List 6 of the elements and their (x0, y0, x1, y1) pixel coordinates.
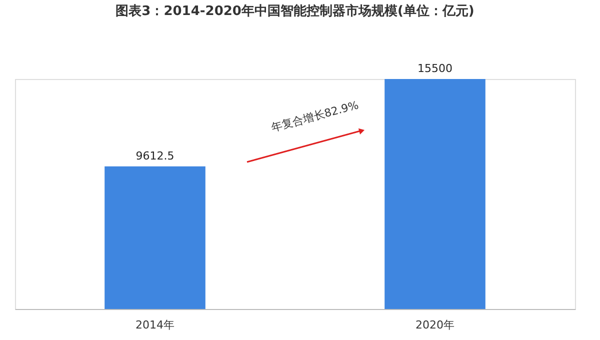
data-label: 9612.5 (136, 149, 174, 162)
chart-title: 图表3：2014-2020年中国智能控制器市场规模(单位：亿元) (116, 3, 474, 19)
annotation: 年复合增长82.9% (270, 98, 360, 134)
data-label: 15500 (418, 62, 452, 75)
x-tick-label: 2014年 (136, 318, 174, 332)
x-tick-label: 2020年 (416, 318, 454, 332)
